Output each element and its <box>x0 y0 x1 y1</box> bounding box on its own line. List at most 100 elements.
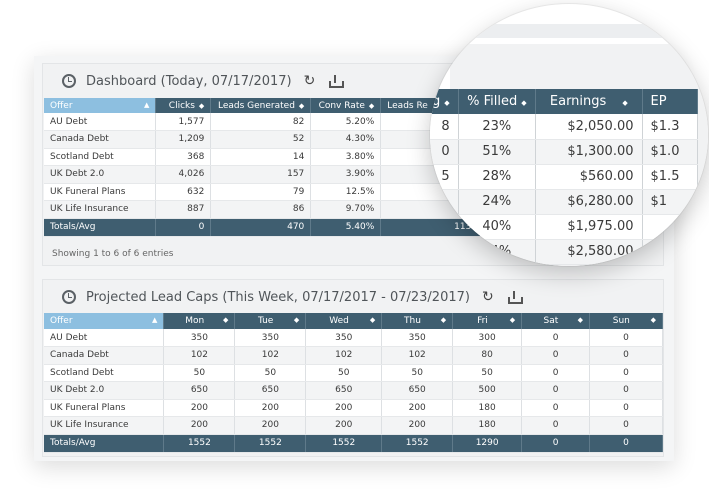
totals-cap-cell: 0 <box>521 434 591 453</box>
sort-icon[interactable]: ◆ <box>521 99 527 107</box>
cap-cell: 50 <box>381 364 454 382</box>
table-row: 24% $6,280.00 $1 <box>430 189 699 215</box>
dashboard-table: Offer ▲ Clicks ◆ Leads Generated ◆ Conv Rat… <box>44 98 484 237</box>
percent-filled-cell: 23% <box>458 114 537 140</box>
cap-cell: 200 <box>163 399 236 417</box>
table-row: Scotland Debt 368 14 3.80% <box>44 148 484 166</box>
totals-row: Totals/Avg 1552 1552 1552 1552 1290 0 0 <box>44 434 663 453</box>
cap-cell: 650 <box>305 381 383 400</box>
epc-cell <box>642 239 699 265</box>
dashboard-header: Dashboard (Today, 07/17/2017) ↻ <box>62 73 345 89</box>
sort-icon[interactable]: ◆ <box>622 99 628 107</box>
refresh-icon[interactable]: ↻ <box>481 289 494 305</box>
entries-info: Showing 1 to 6 of 6 entries <box>52 249 174 259</box>
epc-cell: $1 <box>642 189 699 215</box>
sort-icon[interactable]: ◆ <box>369 316 376 324</box>
refresh-icon[interactable]: ↻ <box>303 73 316 89</box>
totals-conv: 5.40% <box>310 218 382 237</box>
cap-cell: 200 <box>234 416 307 435</box>
cap-cell: 350 <box>381 329 454 347</box>
totals-label: Totals/Avg <box>44 434 165 453</box>
sort-icon[interactable]: ◆ <box>440 316 447 324</box>
cap-cell: 102 <box>305 346 383 365</box>
lead-caps-title: Projected Lead Caps (This Week, 07/17/20… <box>86 289 470 305</box>
leads-cell: 14 <box>210 148 312 166</box>
cap-cell: 50 <box>305 364 383 382</box>
leads-cell: 82 <box>210 113 312 131</box>
col-clicks[interactable]: Clicks ◆ <box>155 98 212 113</box>
download-icon[interactable] <box>329 74 345 88</box>
sort-icon[interactable]: ◆ <box>444 99 450 107</box>
magnified-table: g ◆ % Filled ◆ Earnings ◆ EP 8 23% $2,050.00 $… <box>430 89 699 265</box>
col-leads-generated[interactable]: Leads Generated ◆ <box>210 98 312 113</box>
percent-filled-cell: 40% <box>458 214 537 240</box>
col-percent-filled[interactable]: % Filled ◆ <box>458 89 537 114</box>
epc-cell: $1.3 <box>642 114 699 140</box>
totals-cap-cell: 1552 <box>163 434 236 453</box>
sort-icon[interactable]: ◆ <box>509 316 516 324</box>
sort-icon[interactable]: ◆ <box>298 101 305 110</box>
col-epc[interactable]: EP <box>642 89 699 114</box>
percent-filled-cell: 28% <box>458 164 537 190</box>
offer-cell: Canada Debt <box>44 130 157 149</box>
cap-cell: 0 <box>589 364 663 382</box>
conv-rate-cell: 5.20% <box>310 113 382 131</box>
cap-cell: 200 <box>234 399 307 417</box>
offer-cell: UK Funeral Plans <box>44 399 165 417</box>
offer-cell: UK Life Insurance <box>44 200 157 219</box>
sort-icon[interactable]: ◆ <box>650 316 656 324</box>
table-row: 0 51% $1,300.00 $1.0 <box>430 139 699 165</box>
cap-cell: 350 <box>163 329 236 347</box>
cap-cell: 650 <box>163 381 236 400</box>
leads-remaining-cell <box>430 214 459 240</box>
col-tue[interactable]: Tue ◆ <box>234 313 307 329</box>
leads-remaining-cell: 5 <box>430 164 459 190</box>
totals-label: Totals/Avg <box>44 218 157 237</box>
cap-cell: 200 <box>305 416 383 435</box>
dashboard-table-header: Offer ▲ Clicks ◆ Leads Generated ◆ Conv Rat… <box>44 98 484 113</box>
col-earnings[interactable]: Earnings ◆ <box>535 89 643 114</box>
download-icon[interactable] <box>507 290 523 304</box>
offer-cell: UK Debt 2.0 <box>44 381 165 400</box>
sort-icon[interactable]: ◆ <box>293 316 300 324</box>
cap-cell: 0 <box>589 381 663 400</box>
cap-cell: 0 <box>521 381 591 400</box>
table-row: UK Life Insurance 200 200 200 200 180 0 0 <box>44 416 663 435</box>
col-offer[interactable]: Offer ▲ <box>44 313 165 329</box>
col-wed[interactable]: Wed ◆ <box>305 313 383 329</box>
col-thu[interactable]: Thu ◆ <box>381 313 454 329</box>
offer-cell: AU Debt <box>44 113 157 131</box>
sort-icon[interactable]: ◆ <box>368 101 375 110</box>
offer-cell: UK Life Insurance <box>44 416 165 435</box>
col-sun[interactable]: Sun ◆ <box>589 313 663 329</box>
col-mon[interactable]: Mon ◆ <box>163 313 236 329</box>
cap-cell: 0 <box>589 399 663 417</box>
cap-cell: 200 <box>381 399 454 417</box>
table-row: 40% $1,975.00 <box>430 214 699 240</box>
col-leads-remaining[interactable]: g ◆ <box>430 89 459 114</box>
offer-cell: Canada Debt <box>44 346 165 365</box>
cap-cell: 0 <box>589 346 663 365</box>
totals-leads: 470 <box>210 218 312 237</box>
leads-cell: 157 <box>210 165 312 184</box>
sort-icon[interactable]: ◆ <box>577 316 584 324</box>
table-row: AU Debt 350 350 350 350 300 0 0 <box>44 329 663 347</box>
clicks-cell: 368 <box>155 148 212 166</box>
col-offer[interactable]: Offer ▲ <box>44 98 157 113</box>
table-row: 8 23% $2,050.00 $1.3 <box>430 114 699 140</box>
col-fri[interactable]: Fri ◆ <box>452 313 523 329</box>
sort-icon[interactable]: ◆ <box>222 316 229 324</box>
sort-icon[interactable]: ◆ <box>198 101 205 110</box>
sort-icon[interactable]: ▲ <box>152 316 158 324</box>
col-conv-rate[interactable]: Conv Rate ◆ <box>310 98 382 113</box>
leads-cell: 52 <box>210 130 312 149</box>
cap-cell: 200 <box>305 399 383 417</box>
table-row: UK Funeral Plans 632 79 12.5% <box>44 183 484 201</box>
totals-clicks: 0 <box>155 218 212 237</box>
conv-rate-cell: 9.70% <box>310 200 382 219</box>
cap-cell: 500 <box>452 381 523 400</box>
col-sat[interactable]: Sat ◆ <box>521 313 591 329</box>
totals-cap-cell: 1552 <box>305 434 383 453</box>
lead-caps-table: Offer ▲ Mon ◆ Tue ◆ Wed ◆ Thu ◆ Fri ◆ Sat ◆ Sun… <box>44 313 663 453</box>
sort-icon[interactable]: ▲ <box>143 100 150 109</box>
